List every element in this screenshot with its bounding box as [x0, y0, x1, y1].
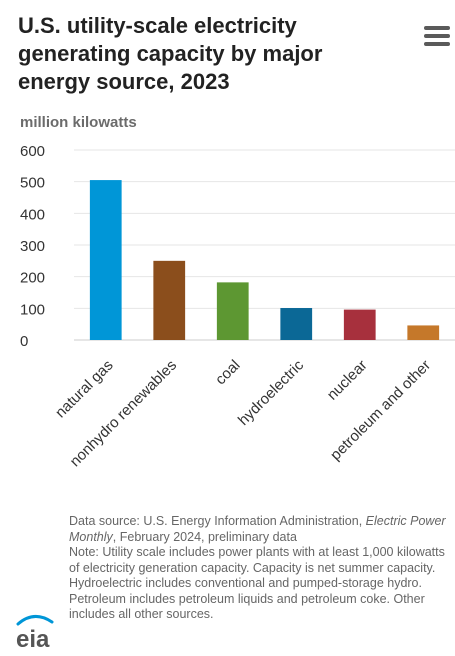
bar-hydroelectric — [280, 308, 313, 340]
chart-notes: Data source: U.S. Energy Information Adm… — [69, 514, 451, 623]
bar-nuclear — [343, 309, 376, 340]
logo-arc — [16, 615, 54, 626]
menu-line — [424, 42, 450, 46]
y-tick-label: 500 — [20, 175, 45, 192]
x-tick-label: nonhydro renewables — [67, 357, 180, 470]
y-tick-label: 400 — [20, 206, 45, 223]
y-tick-label: 100 — [20, 301, 45, 318]
bar-nonhydro-renewables — [153, 260, 186, 340]
bar-petroleum-and-other — [407, 325, 440, 340]
note-text: Note: Utility scale includes power plant… — [69, 545, 445, 621]
eia-logo[interactable]: eia — [12, 612, 58, 652]
x-tick-label: hydroelectric — [235, 356, 308, 429]
y-axis-unit-label: million kilowatts — [20, 114, 137, 131]
y-tick-label: 200 — [20, 270, 45, 287]
menu-line — [424, 34, 450, 38]
chart-title: U.S. utility-scale electricity generatin… — [18, 13, 323, 94]
x-tick-label: nuclear — [324, 357, 371, 404]
data-source-text: Data source: U.S. Energy Information Adm… — [69, 514, 446, 544]
y-tick-label: 600 — [20, 143, 45, 160]
y-tick-label: 300 — [20, 238, 45, 255]
logo-text: eia — [16, 626, 50, 652]
bar-natural-gas — [89, 180, 122, 340]
bar-coal — [216, 282, 249, 340]
y-tick-label: 0 — [20, 333, 28, 350]
x-tick-label: natural gas — [52, 357, 117, 422]
hamburger-menu-icon[interactable] — [424, 26, 450, 48]
menu-line — [424, 26, 450, 30]
x-tick-label: coal — [212, 357, 243, 388]
